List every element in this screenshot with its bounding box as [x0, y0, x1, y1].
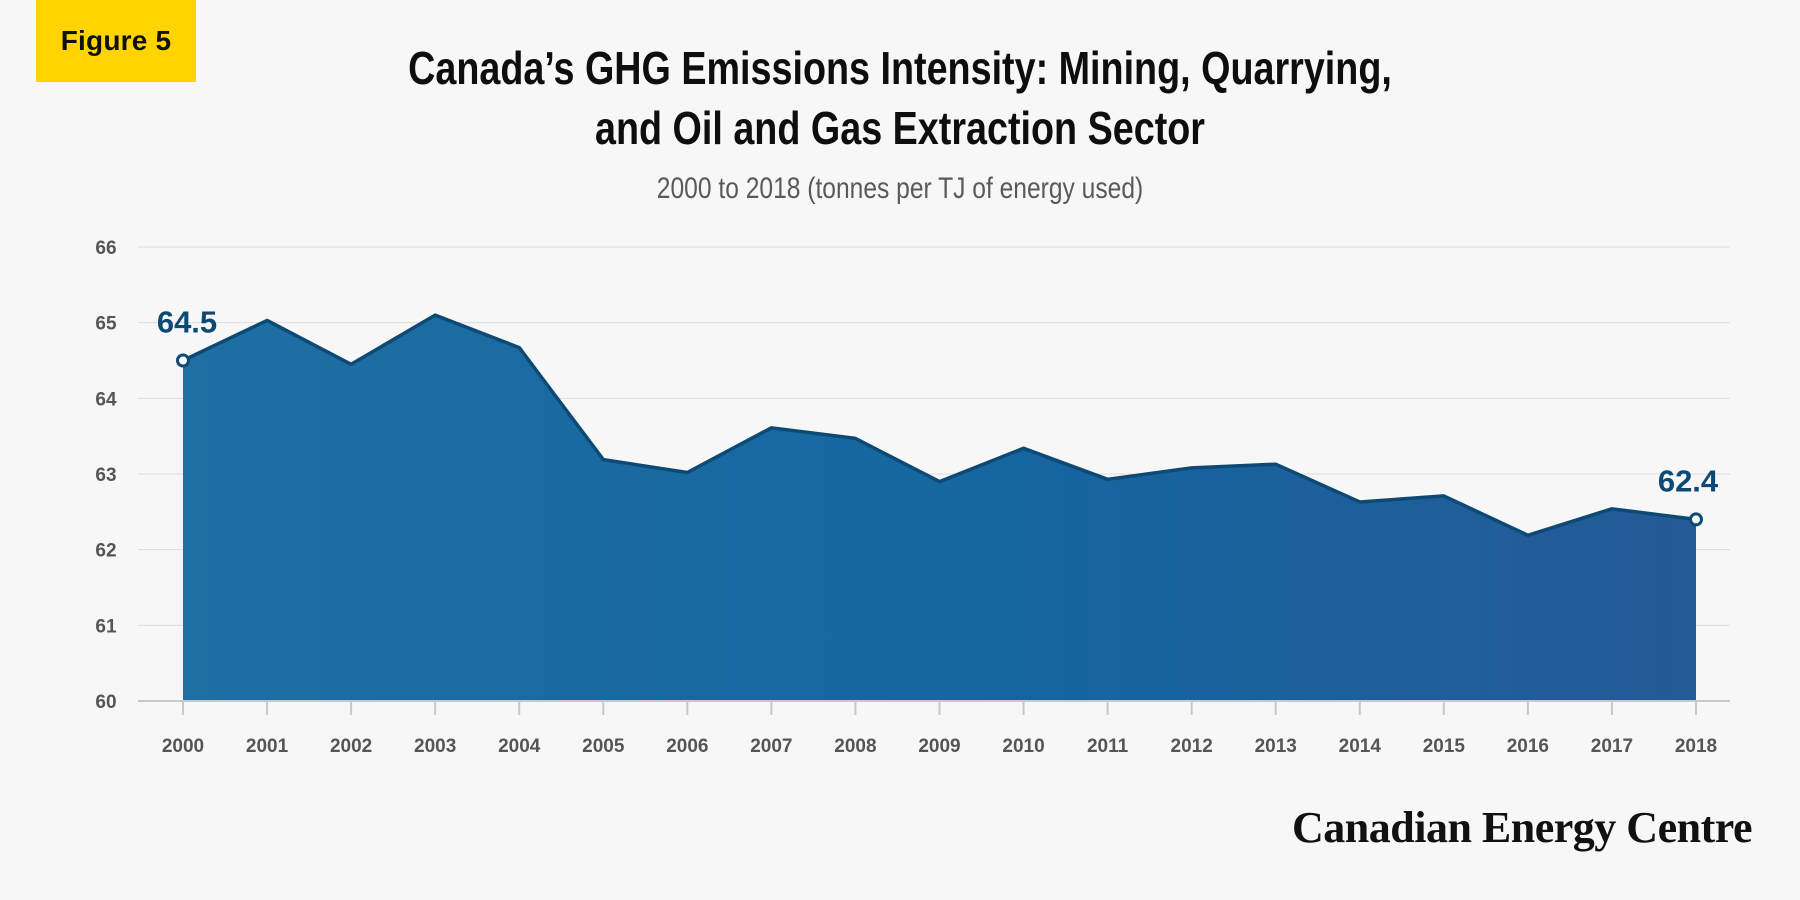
- x-tick-label: 2013: [1255, 736, 1297, 757]
- area-fill: [183, 315, 1696, 701]
- brand-logo-text: Canadian Energy Centre: [1292, 803, 1752, 852]
- y-tick-label: 66: [95, 238, 116, 259]
- y-tick-label: 65: [95, 314, 117, 335]
- y-tick-label: 63: [95, 465, 116, 486]
- x-tick-label: 2006: [666, 736, 708, 757]
- x-tick-label: 2011: [1087, 736, 1129, 757]
- figure-badge: Figure 5: [36, 0, 196, 82]
- x-tick-label: 2008: [834, 736, 876, 757]
- y-tick-label: 61: [95, 616, 117, 637]
- series-area: [182, 313, 1697, 701]
- x-tick-label: 2015: [1423, 736, 1466, 757]
- y-tick-label: 60: [95, 692, 116, 713]
- x-tick-label: 2002: [330, 736, 372, 757]
- y-tick-label: 62: [95, 541, 116, 562]
- x-tick-label: 2001: [246, 736, 289, 757]
- x-tick-label: 2014: [1339, 736, 1382, 757]
- endpoint-marker: [1689, 512, 1703, 527]
- x-tick-label: 2005: [582, 736, 625, 757]
- chart-title: Canada’s GHG Emissions Intensity: Mining…: [408, 38, 1392, 158]
- series-line: [182, 313, 1697, 538]
- endpoint-marker: [176, 353, 190, 368]
- x-tick-label: 2012: [1171, 736, 1213, 757]
- x-tick-label: 2003: [414, 736, 456, 757]
- chart-title-line-2: and Oil and Gas Extraction Sector: [595, 102, 1205, 154]
- chart-subtitle: 2000 to 2018 (tonnes per TJ of energy us…: [656, 172, 1144, 205]
- chart-title-line-1: Canada’s GHG Emissions Intensity: Mining…: [408, 42, 1392, 94]
- x-tick-label: 2007: [750, 736, 792, 757]
- x-tick-label: 2004: [498, 736, 541, 757]
- x-tick-label: 2016: [1507, 736, 1549, 757]
- x-tick-label: 2018: [1675, 736, 1717, 757]
- annotation-markers: 64.5 62.4: [157, 305, 1719, 527]
- y-tick-label: 64: [95, 389, 117, 410]
- axes: 2000 2001 2002 2003 2004 2005 2006 2007 2008 2009…: [138, 700, 1730, 757]
- x-tick-label: 2017: [1591, 736, 1633, 757]
- x-tick-label: 2010: [1002, 736, 1044, 757]
- x-tick-label: 2000: [162, 736, 204, 757]
- data-label: 64.5: [157, 305, 217, 340]
- data-label: 62.4: [1658, 463, 1719, 498]
- x-tick-label: 2009: [918, 736, 960, 757]
